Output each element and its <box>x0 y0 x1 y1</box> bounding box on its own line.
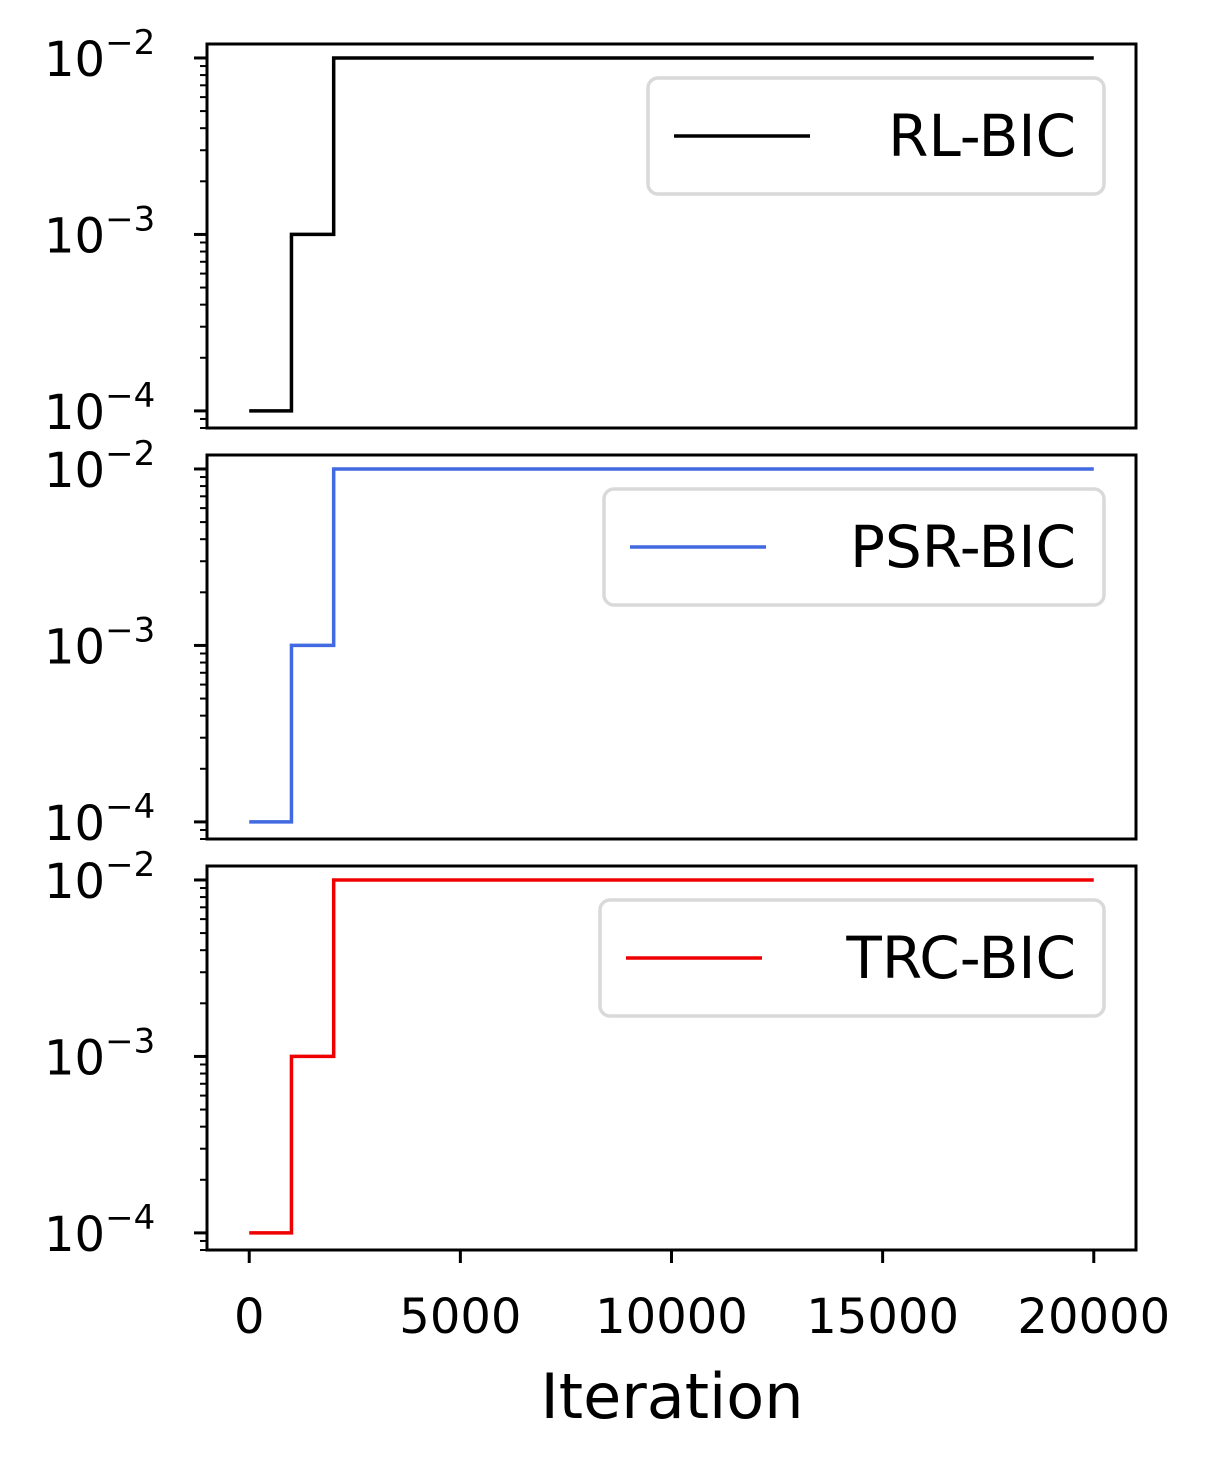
legend: RL-BIC <box>646 76 1106 196</box>
x-tick-label: 10000 <box>595 1289 748 1345</box>
y-tick-label: 10−3 <box>44 1021 155 1086</box>
legend-frame <box>646 76 1106 196</box>
legend: TRC-BIC <box>598 898 1106 1018</box>
chart-panel-1: 10−4 10−3 10−2 RL-BIC <box>44 23 1138 441</box>
x-tick-label: 5000 <box>399 1289 521 1345</box>
legend-frame <box>598 898 1106 1018</box>
chart-panel-3: 10−4 10−3 10−2 0 5000 10000 15000 20000 TRC-BIC <box>44 845 1170 1345</box>
legend: PSR-BIC <box>602 487 1106 607</box>
x-tick-label: 15000 <box>806 1289 959 1345</box>
y-tick-label: 10−2 <box>44 845 155 910</box>
legend-label: PSR-BIC <box>850 513 1076 581</box>
y-tick-label: 10−4 <box>44 376 155 441</box>
chart-panel-2: 10−4 10−3 10−2 PSR-BIC <box>44 434 1138 852</box>
x-tick-label: 0 <box>234 1289 265 1345</box>
legend-label: RL-BIC <box>888 102 1076 170</box>
axes-frame <box>205 42 1138 430</box>
x-tick-label: 20000 <box>1017 1289 1170 1345</box>
y-tick-label: 10−4 <box>44 787 155 852</box>
x-axis-label: Iteration <box>541 1360 804 1433</box>
series-line-rl-bic <box>249 56 1094 413</box>
y-tick-label: 10−2 <box>44 434 155 499</box>
series-line-trc-bic <box>249 878 1094 1235</box>
y-tick-label: 10−3 <box>44 610 155 675</box>
axes-frame <box>205 453 1138 841</box>
y-tick-label: 10−2 <box>44 23 155 88</box>
legend-frame <box>602 487 1106 607</box>
y-tick-label: 10−3 <box>44 199 155 264</box>
y-tick-label: 10−4 <box>44 1198 155 1263</box>
legend-label: TRC-BIC <box>845 924 1076 992</box>
series-line-psr-bic <box>249 467 1094 824</box>
